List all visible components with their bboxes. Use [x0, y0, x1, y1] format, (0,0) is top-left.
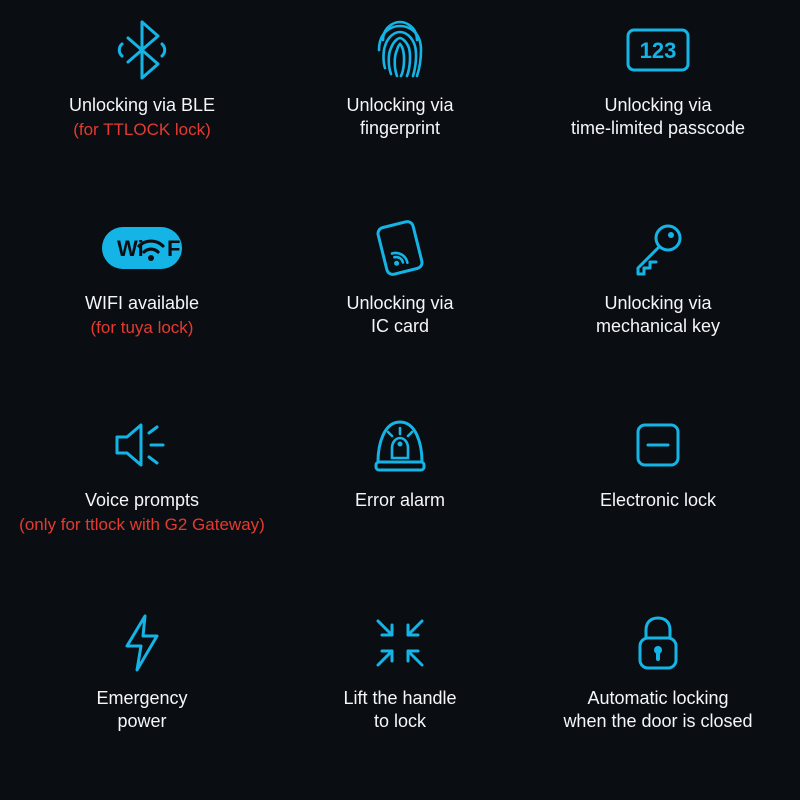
feature-alarm: Error alarm: [276, 407, 524, 599]
svg-text:123: 123: [640, 38, 677, 63]
feature-ic-card: Unlocking via IC card: [276, 210, 524, 402]
feature-power: Emergency power: [18, 605, 266, 797]
feature-ble: Unlocking via BLE (for TTLOCK lock): [18, 12, 266, 204]
feature-label: Automatic locking when the door is close…: [563, 687, 752, 734]
bluetooth-icon: [114, 12, 170, 88]
alarm-icon: [370, 407, 430, 483]
feature-compress: Lift the handle to lock: [276, 605, 524, 797]
feature-label: Electronic lock: [600, 489, 716, 512]
feature-key: Unlocking via mechanical key: [534, 210, 782, 402]
feature-label: WIFI available: [85, 292, 199, 315]
wifi-icon: Wi Fi: [99, 210, 185, 286]
voice-icon: [111, 407, 173, 483]
feature-note: (only for ttlock with G2 Gateway): [19, 514, 265, 535]
feature-note: (for tuya lock): [91, 317, 194, 338]
ic-card-icon: [371, 210, 429, 286]
feature-elock: Electronic lock: [534, 407, 782, 599]
feature-label: Error alarm: [355, 489, 445, 512]
passcode-icon: 123: [624, 12, 692, 88]
svg-text:Fi: Fi: [167, 236, 185, 261]
autolock-icon: [632, 605, 684, 681]
feature-label: Lift the handle to lock: [343, 687, 456, 734]
feature-fingerprint: Unlocking via fingerprint: [276, 12, 524, 204]
feature-note: (for TTLOCK lock): [73, 119, 211, 140]
feature-label: Unlocking via time-limited passcode: [571, 94, 745, 141]
feature-passcode: 123 Unlocking via time-limited passcode: [534, 12, 782, 204]
elock-icon: [630, 407, 686, 483]
feature-autolock: Automatic locking when the door is close…: [534, 605, 782, 797]
feature-label: Unlocking via IC card: [346, 292, 453, 339]
svg-text:Wi: Wi: [117, 236, 144, 261]
feature-label: Unlocking via BLE: [69, 94, 215, 117]
compress-icon: [370, 605, 430, 681]
feature-wifi: Wi Fi WIFI available (for tuya lock): [18, 210, 266, 402]
power-icon: [119, 605, 165, 681]
feature-label: Emergency power: [96, 687, 187, 734]
feature-voice: Voice prompts (only for ttlock with G2 G…: [18, 407, 266, 599]
key-icon: [628, 210, 688, 286]
fingerprint-icon: [371, 12, 429, 88]
feature-label: Unlocking via fingerprint: [346, 94, 453, 141]
feature-label: Voice prompts: [85, 489, 199, 512]
feature-grid: Unlocking via BLE (for TTLOCK lock) Unlo…: [0, 0, 800, 800]
feature-label: Unlocking via mechanical key: [596, 292, 720, 339]
